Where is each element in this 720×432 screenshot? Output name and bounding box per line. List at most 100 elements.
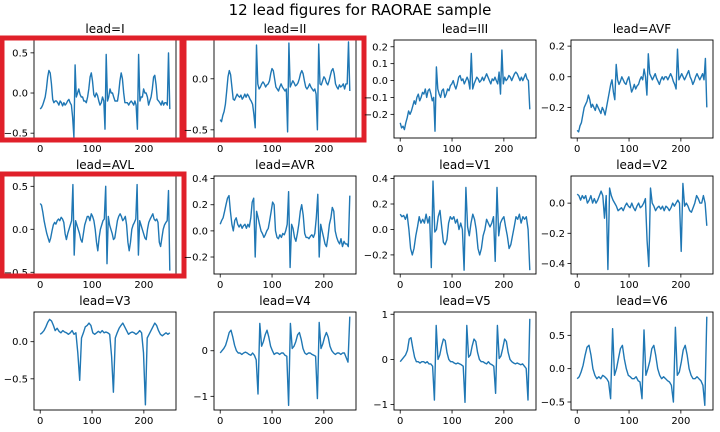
axes-frame xyxy=(570,311,714,411)
x-tick-label: 200 xyxy=(134,144,153,155)
ecg-trace-line xyxy=(39,183,171,271)
x-tick-label: 200 xyxy=(314,416,333,427)
y-tick-label: −0.2 xyxy=(184,253,208,264)
axes-frame xyxy=(393,175,537,275)
y-tick-label: 0.4 xyxy=(372,174,388,185)
ecg-trace-line xyxy=(39,318,171,406)
ecg-trace-line xyxy=(576,316,708,406)
y-tick-label: −0.1 xyxy=(364,93,388,104)
x-tick-label: 0 xyxy=(574,280,580,291)
ecg-trace-line xyxy=(219,316,351,407)
axes-frame xyxy=(213,175,357,275)
x-tick-label: 100 xyxy=(262,280,281,291)
x-tick-label: 0 xyxy=(37,280,43,291)
x-tick-label: 100 xyxy=(442,144,461,155)
y-tick-label: 0.0 xyxy=(549,364,565,375)
x-tick-label: 200 xyxy=(314,280,333,291)
lead-panel: lead=AVL 0 100 200 −0.5 0.0 0.5 xyxy=(0,158,187,291)
y-tick-label: 0.0 xyxy=(549,72,565,83)
lead-panel: lead=V1 0 100 200 −0.2 0.0 0.2 0.4 xyxy=(364,158,537,291)
panel-title: lead=AVL xyxy=(76,158,134,172)
panel-title: lead=V5 xyxy=(439,294,491,308)
panel-title: lead=V1 xyxy=(439,158,491,172)
x-tick-label: 0 xyxy=(37,416,43,427)
y-tick-label: −0.4 xyxy=(541,259,565,270)
y-tick-label: 0.0 xyxy=(12,89,28,100)
lead-panel: lead=V5 0 100 200 −1 0 1 xyxy=(373,294,537,427)
x-tick-label: 100 xyxy=(619,280,638,291)
y-tick-label: 0.0 xyxy=(372,225,388,236)
y-tick-label: 0.5 xyxy=(549,331,565,342)
panel-title: lead=III xyxy=(442,22,488,36)
x-tick-label: 0 xyxy=(217,416,223,427)
x-tick-label: 200 xyxy=(671,144,690,155)
x-tick-label: 100 xyxy=(619,416,638,427)
x-tick-label: 100 xyxy=(82,416,101,427)
lead-panel: lead=V6 0 100 200 −0.5 0.0 0.5 xyxy=(541,294,714,427)
x-tick-label: 200 xyxy=(494,144,513,155)
ecg-trace-line xyxy=(39,52,171,138)
axes-frame xyxy=(393,39,537,139)
ecg-trace-line xyxy=(399,49,531,132)
y-tick-label: 0.1 xyxy=(372,59,388,70)
y-tick-label: −0.5 xyxy=(184,125,208,136)
ecg-trace-line xyxy=(576,182,708,271)
y-tick-label: −0.2 xyxy=(364,250,388,261)
x-tick-label: 100 xyxy=(82,144,101,155)
panel-title: lead=AVR xyxy=(255,158,315,172)
y-tick-label: 0.0 xyxy=(12,337,28,348)
x-tick-label: 0 xyxy=(397,144,403,155)
x-tick-label: 100 xyxy=(82,280,101,291)
x-tick-label: 0 xyxy=(574,416,580,427)
lead-panel: lead=V2 0 100 200 −0.4 −0.2 0.0 xyxy=(541,158,714,291)
axes-frame xyxy=(570,175,714,275)
ecg-trace-line xyxy=(399,180,531,271)
x-tick-label: 0 xyxy=(397,280,403,291)
x-tick-label: 200 xyxy=(494,416,513,427)
y-tick-label: −0.2 xyxy=(541,103,565,114)
y-tick-label: −0.5 xyxy=(4,374,28,385)
y-tick-label: −1 xyxy=(373,400,388,411)
x-tick-label: 0 xyxy=(574,144,580,155)
panel-title: lead=V2 xyxy=(616,158,668,172)
lead-panel: lead=AVF 0 100 200 −0.2 0.0 0.2 xyxy=(541,22,714,155)
lead-panel: lead=I 0 100 200 −0.5 0.0 0.5 xyxy=(0,22,187,155)
y-tick-label: 0.5 xyxy=(12,182,28,193)
x-tick-label: 100 xyxy=(262,144,281,155)
axes-frame xyxy=(570,39,714,139)
y-tick-label: 0 xyxy=(382,355,388,366)
x-tick-label: 200 xyxy=(134,280,153,291)
highlight-box xyxy=(179,35,367,143)
x-tick-label: 100 xyxy=(262,416,281,427)
y-tick-label: 0.0 xyxy=(12,225,28,236)
x-tick-label: 200 xyxy=(314,144,333,155)
y-tick-label: 0.4 xyxy=(192,174,208,185)
y-tick-label: 0.0 xyxy=(192,74,208,85)
y-tick-label: 0.2 xyxy=(192,200,208,211)
y-tick-label: −0.5 xyxy=(541,398,565,409)
panel-title: lead=II xyxy=(264,22,307,36)
axes-frame xyxy=(213,311,357,411)
panel-title: lead=I xyxy=(85,22,124,36)
y-tick-label: 0.5 xyxy=(12,48,28,59)
highlight-box xyxy=(0,171,187,279)
y-tick-label: −0.5 xyxy=(4,268,28,279)
x-tick-label: 0 xyxy=(397,416,403,427)
x-tick-label: 200 xyxy=(494,280,513,291)
x-tick-label: 0 xyxy=(217,280,223,291)
panel-title: lead=V6 xyxy=(616,294,668,308)
y-tick-label: −1 xyxy=(193,392,208,403)
ecg-trace-line xyxy=(399,318,531,403)
axes-frame xyxy=(33,311,177,411)
y-tick-label: 0.0 xyxy=(192,226,208,237)
y-tick-label: 0.0 xyxy=(549,199,565,210)
y-tick-label: 0 xyxy=(202,346,208,357)
panel-title: lead=V3 xyxy=(79,294,131,308)
y-tick-label: 0.2 xyxy=(549,42,565,53)
x-tick-label: 0 xyxy=(37,144,43,155)
x-tick-label: 200 xyxy=(671,416,690,427)
y-tick-label: 1 xyxy=(382,310,388,321)
x-tick-label: 200 xyxy=(134,416,153,427)
x-tick-label: 100 xyxy=(442,280,461,291)
